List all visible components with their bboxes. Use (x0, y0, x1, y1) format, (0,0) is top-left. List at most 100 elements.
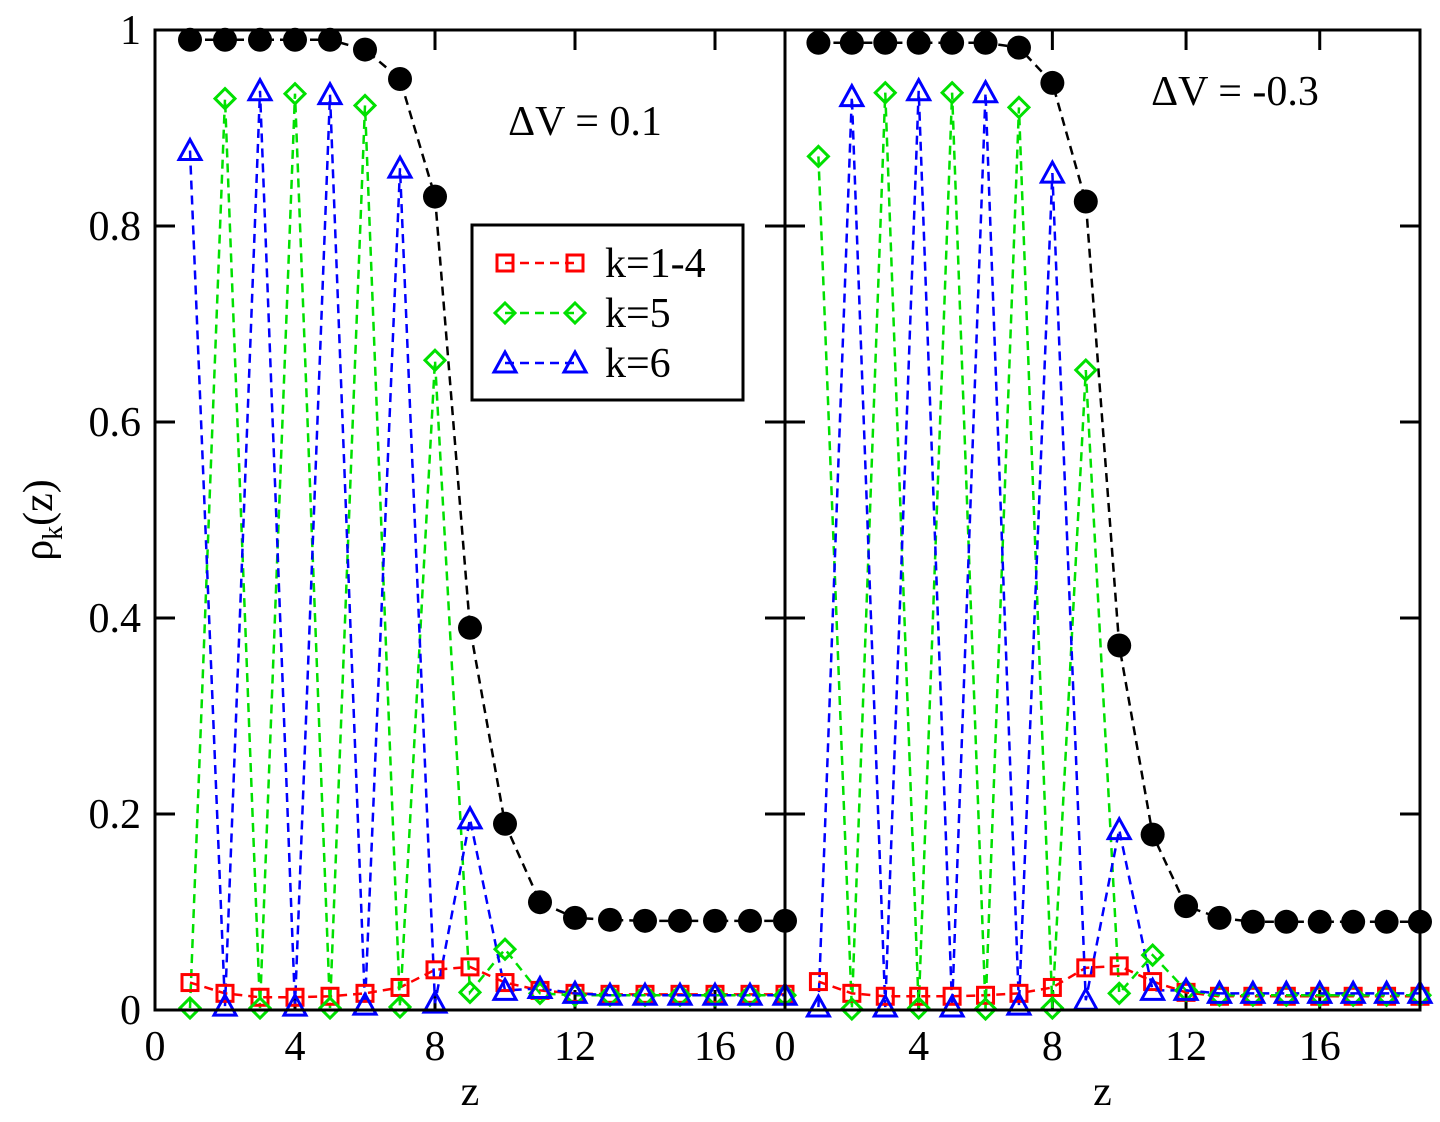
marker (1009, 983, 1029, 1003)
marker (1073, 357, 1098, 383)
marker (905, 76, 933, 102)
y-tick-label: 0.6 (89, 400, 142, 446)
marker (973, 30, 998, 55)
marker (177, 995, 203, 1021)
y-axis-label-part: k (38, 526, 69, 540)
marker (316, 80, 344, 106)
marker (1205, 979, 1234, 1004)
marker (1207, 905, 1232, 930)
marker (806, 144, 831, 169)
marker (215, 983, 235, 1003)
x-axis-label: z (1093, 1069, 1112, 1115)
marker (838, 82, 866, 108)
marker (423, 184, 447, 209)
marker (1272, 979, 1300, 1004)
marker (1006, 95, 1032, 120)
legend-label: k=1-4 (605, 241, 706, 287)
y-axis-label-part: ρ (16, 540, 62, 561)
marker (1006, 35, 1031, 60)
marker (1140, 822, 1165, 847)
legend-label: k=5 (605, 291, 671, 337)
x-axis-label: z (461, 1069, 480, 1115)
marker (526, 974, 554, 999)
marker (909, 986, 929, 1006)
marker (212, 86, 238, 111)
marker (1143, 972, 1163, 992)
y-tick-label: 0.4 (89, 596, 142, 642)
marker (387, 994, 413, 1020)
marker (598, 907, 622, 932)
marker (1274, 909, 1299, 934)
annotation: ΔV = 0.1 (508, 99, 662, 145)
marker (285, 987, 305, 1007)
x-tick-label: 16 (694, 1024, 736, 1070)
marker (633, 908, 657, 933)
marker (351, 990, 379, 1016)
marker (1174, 894, 1199, 919)
marker (317, 995, 343, 1021)
marker (1040, 995, 1065, 1021)
y-tick-label: 1 (120, 8, 141, 54)
marker (386, 154, 414, 179)
marker (971, 78, 1000, 104)
annotation: ΔV = -0.3 (1151, 69, 1319, 115)
marker (1107, 633, 1132, 658)
marker (353, 37, 377, 62)
marker (668, 908, 692, 933)
marker (906, 995, 931, 1021)
marker (701, 981, 729, 1006)
x-tick-label: 0 (775, 1024, 796, 1070)
x-tick-label: 4 (908, 1024, 929, 1070)
marker (973, 996, 998, 1022)
marker (211, 991, 239, 1017)
marker (561, 348, 589, 374)
y-tick-label: 0.8 (89, 204, 142, 250)
x-tick-label: 12 (554, 1024, 596, 1070)
marker (281, 991, 309, 1017)
marker (1239, 979, 1267, 1004)
marker (456, 804, 484, 830)
marker (1005, 990, 1033, 1016)
marker (492, 300, 518, 326)
marker (939, 80, 965, 105)
series-line (817, 92, 1420, 1010)
marker (458, 615, 482, 640)
marker (1240, 909, 1265, 934)
series-line (817, 90, 1420, 1008)
marker (213, 27, 237, 52)
marker (352, 93, 378, 118)
x-tick-label: 12 (1165, 1024, 1207, 1070)
marker (806, 30, 831, 55)
marker (425, 960, 445, 980)
x-tick-label: 4 (285, 1024, 306, 1070)
marker (808, 972, 828, 992)
marker (247, 995, 273, 1021)
marker (1306, 979, 1334, 1004)
marker (1139, 976, 1167, 1001)
series-line (818, 41, 1420, 924)
marker (561, 979, 589, 1004)
marker (421, 989, 449, 1014)
marker (942, 986, 962, 1006)
marker (320, 986, 340, 1006)
marker (976, 985, 996, 1005)
marker (495, 973, 515, 993)
marker (388, 67, 412, 91)
marker (1339, 979, 1367, 1004)
marker (355, 983, 375, 1003)
marker (282, 81, 308, 106)
marker (842, 983, 862, 1003)
plot-frame (783, 28, 1422, 1012)
series-line (190, 38, 785, 923)
marker (460, 957, 480, 977)
marker (528, 890, 552, 915)
marker (1172, 976, 1200, 1001)
marker (1105, 815, 1133, 841)
marker (248, 27, 272, 52)
marker (178, 27, 202, 52)
marker (871, 992, 899, 1018)
marker (176, 136, 204, 162)
marker (1374, 909, 1399, 934)
